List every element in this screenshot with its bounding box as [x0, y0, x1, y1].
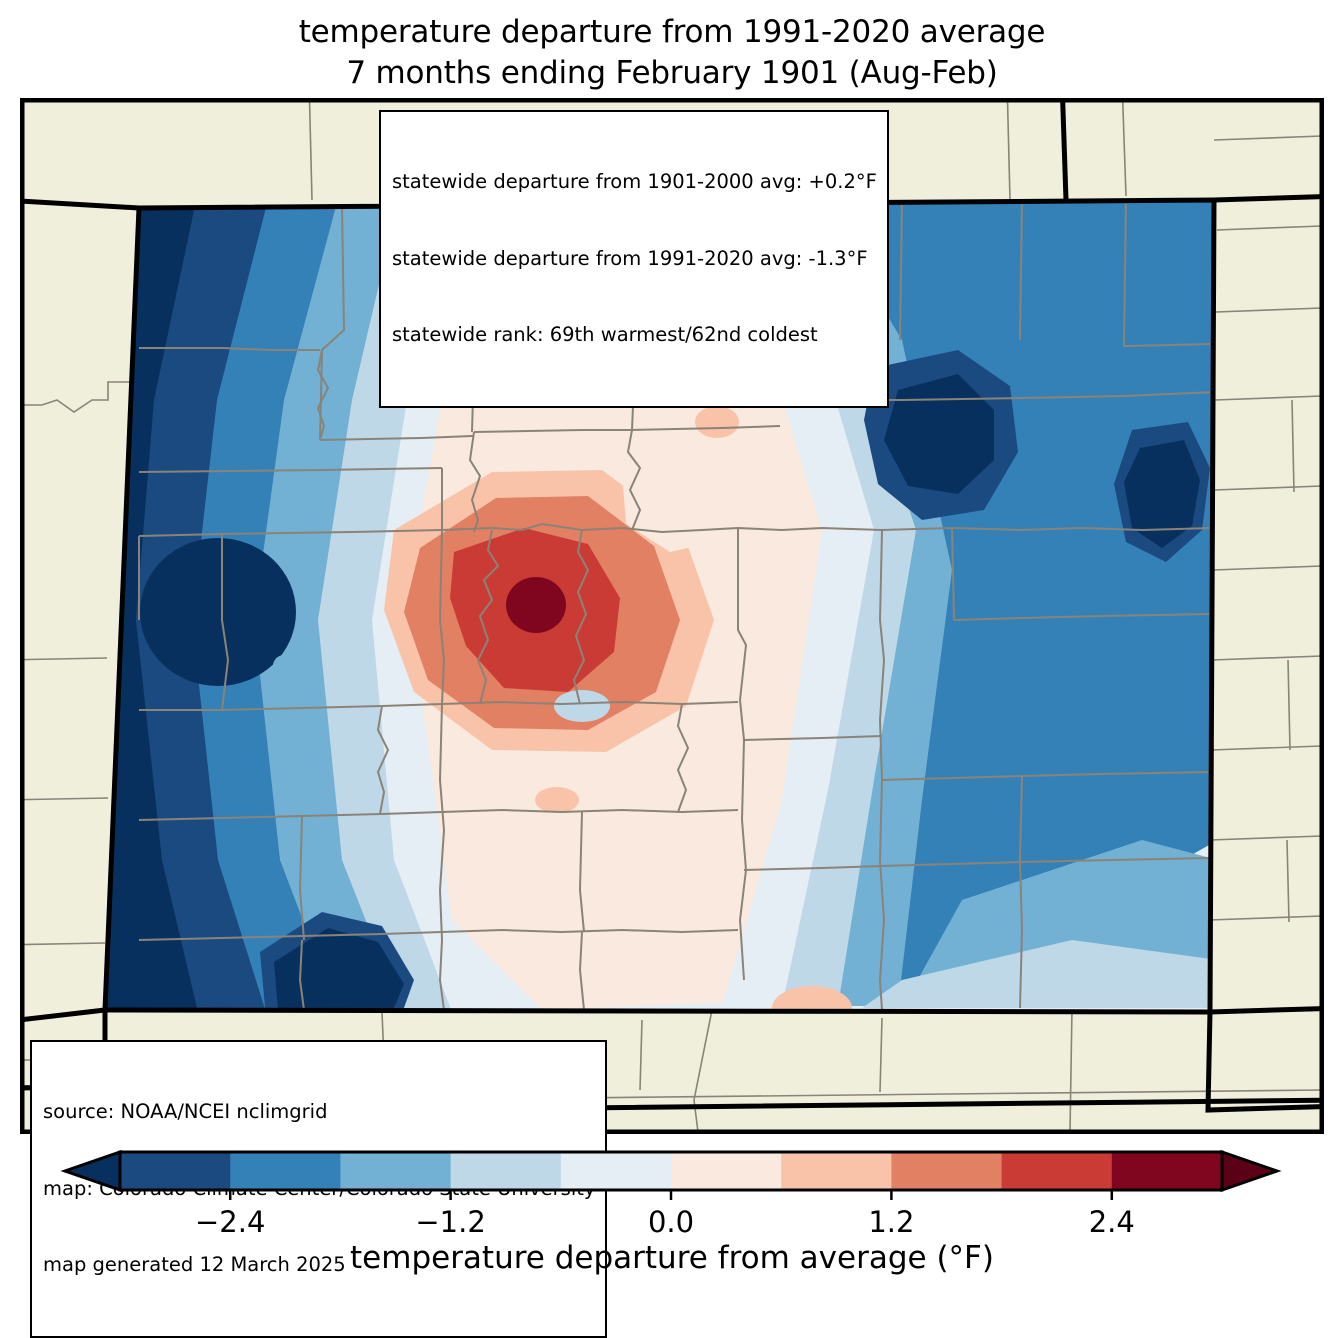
- colorbar-band: [230, 1152, 341, 1190]
- colorbar-band: [891, 1152, 1003, 1190]
- colorbar-band: [671, 1152, 782, 1190]
- colorbar-tick-label: −1.2: [415, 1205, 485, 1239]
- colorbar-band: [1001, 1152, 1113, 1190]
- colorbar-tick-label: −2.4: [195, 1205, 265, 1239]
- colorbar-band: [560, 1152, 672, 1190]
- colorbar-band: [1111, 1152, 1223, 1190]
- colorbar: −2.4 −1.2 0.0 1.2 2.4 temperature departure …: [0, 1146, 1344, 1296]
- stat-statewide-rank: statewide rank: 69th warmest/62nd coldes…: [392, 323, 818, 346]
- colorbar-band: [450, 1152, 562, 1190]
- colorbar-bands: [60, 1149, 1282, 1193]
- source-line: source: NOAA/NCEI nclimgrid: [43, 1100, 328, 1123]
- page-title: temperature departure from 1991-2020 ave…: [0, 12, 1344, 94]
- colorbar-tick-label: 2.4: [1089, 1205, 1135, 1239]
- colorbar-band: [781, 1152, 892, 1190]
- map-generated-line: map generated 12 March 2025: [43, 1253, 346, 1276]
- colorbar-extend-high: [1220, 1149, 1282, 1193]
- climate-map-page: temperature departure from 1991-2020 ave…: [0, 12, 1344, 1338]
- colorbar-extend-low: [60, 1149, 122, 1193]
- colorbar-axis-label: temperature departure from average (°F): [350, 1240, 994, 1276]
- map-panel-border: [22, 100, 1322, 1132]
- stat-departure-1991-2020: statewide departure from 1991-2020 avg: …: [392, 246, 868, 270]
- stat-departure-1901-2000: statewide departure from 1901-2000 avg: …: [392, 170, 877, 193]
- colorbar-tick-label: 1.2: [868, 1205, 914, 1239]
- title-line-1: temperature departure from 1991-2020 ave…: [298, 14, 1046, 50]
- title-line-2: 7 months ending February 1901 (Aug-Feb): [346, 55, 998, 91]
- colorbar-graphic: −2.4 −1.2 0.0 1.2 2.4 temperature departure …: [60, 1149, 1282, 1276]
- colorbar-ticks: −2.4 −1.2 0.0 1.2 2.4: [195, 1190, 1135, 1239]
- colorbar-band: [340, 1152, 452, 1190]
- colorbar-tick-label: 0.0: [648, 1205, 694, 1239]
- statewide-stats-box: statewide departure from 1901-2000 avg: …: [379, 110, 889, 408]
- colorbar-band: [120, 1152, 231, 1190]
